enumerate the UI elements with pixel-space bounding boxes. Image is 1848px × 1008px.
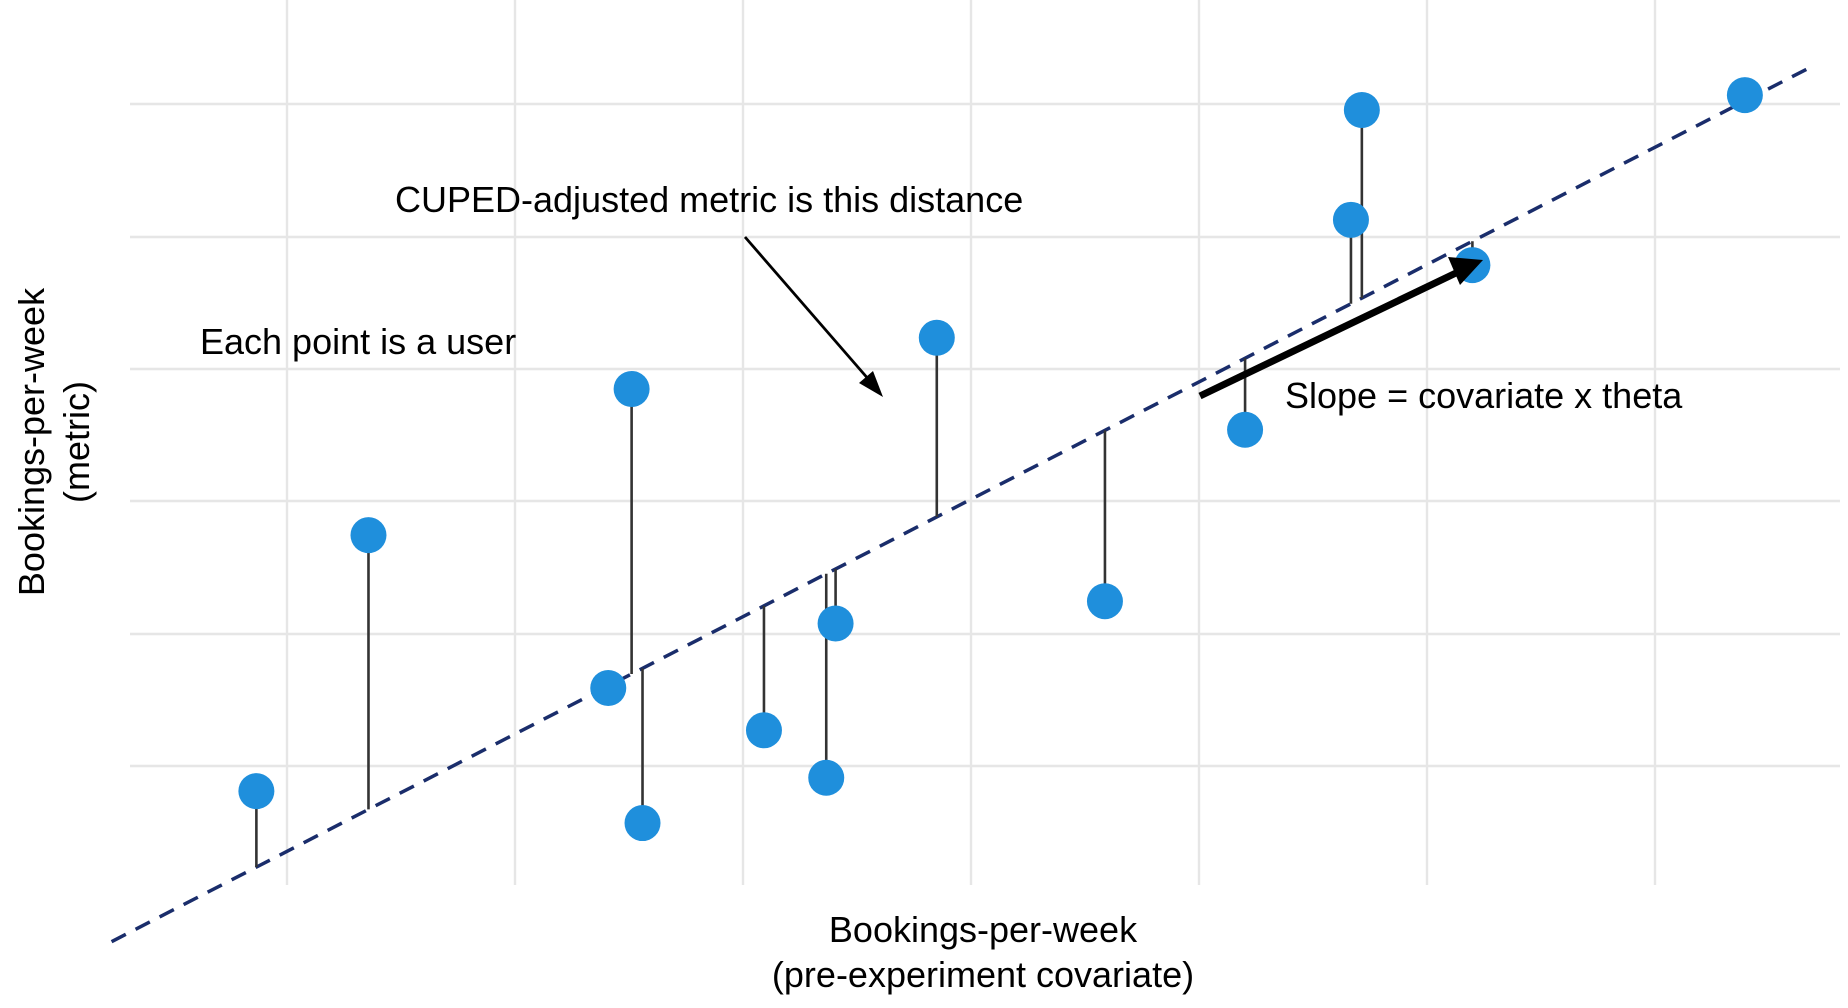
data-point <box>1332 201 1369 238</box>
data-point <box>918 319 955 356</box>
cuped-arrow-shaft <box>743 236 872 382</box>
data-point <box>350 517 387 554</box>
data-point <box>238 773 275 810</box>
slope-arrow-shaft <box>1198 268 1460 400</box>
y-axis-title-line2: (metric) <box>56 381 97 503</box>
data-point <box>613 370 650 407</box>
data-point <box>817 605 854 642</box>
data-point <box>745 712 782 749</box>
grid <box>130 0 1840 885</box>
regression-line-layer <box>110 66 1810 944</box>
annotation-each-point: Each point is a user <box>200 321 516 362</box>
regression-line <box>110 66 1810 944</box>
data-point <box>624 805 661 842</box>
data-point <box>1086 583 1123 620</box>
data-point <box>808 759 845 796</box>
annotation-slope: Slope = covariate x theta <box>1285 375 1683 416</box>
data-point <box>1227 411 1264 448</box>
annotation-cuped-distance: CUPED-adjusted metric is this distance <box>395 179 1023 220</box>
data-point <box>590 670 627 707</box>
point-layer <box>238 77 1763 842</box>
y-axis-title-line1: Bookings-per-week <box>11 287 52 596</box>
data-point <box>1343 92 1380 128</box>
x-axis-title-line2: (pre-experiment covariate) <box>772 954 1194 995</box>
y-axis-title: Bookings-per-week (metric) <box>11 287 97 596</box>
arrow-layer <box>743 236 1483 400</box>
x-axis-title-line1: Bookings-per-week <box>829 909 1138 950</box>
data-point <box>1726 77 1763 114</box>
slope-arrow-head <box>1448 257 1483 285</box>
cuped-arrow-head <box>859 371 883 397</box>
